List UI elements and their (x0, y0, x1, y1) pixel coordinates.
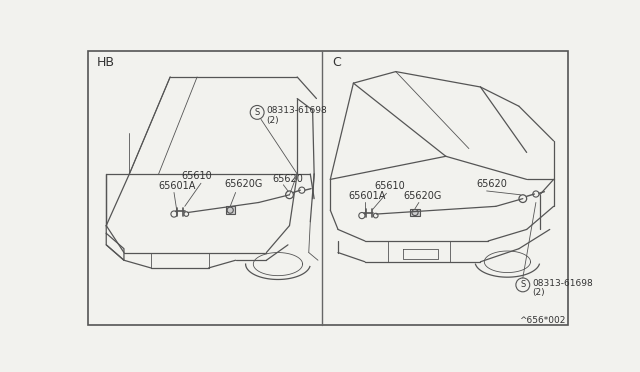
Text: (2): (2) (266, 116, 279, 125)
Text: (2): (2) (532, 288, 545, 297)
Bar (410, 209, 420, 217)
Bar (225, 206, 235, 214)
Text: 65610: 65610 (182, 171, 212, 182)
Text: 65610: 65610 (374, 182, 405, 192)
Text: ^656*002: ^656*002 (519, 316, 565, 325)
Text: C: C (333, 56, 341, 69)
Text: 65620G: 65620G (224, 179, 262, 189)
Text: 65620: 65620 (477, 179, 508, 189)
Text: 65601A: 65601A (159, 182, 196, 192)
Text: HB: HB (97, 56, 115, 69)
Text: 08313-61698: 08313-61698 (266, 106, 327, 115)
Text: 65601A: 65601A (348, 190, 385, 201)
Text: S: S (520, 280, 525, 289)
Text: 08313-61698: 08313-61698 (532, 279, 593, 288)
Text: S: S (255, 108, 260, 117)
Text: 65620: 65620 (273, 174, 303, 184)
Text: 65620G: 65620G (403, 190, 442, 201)
